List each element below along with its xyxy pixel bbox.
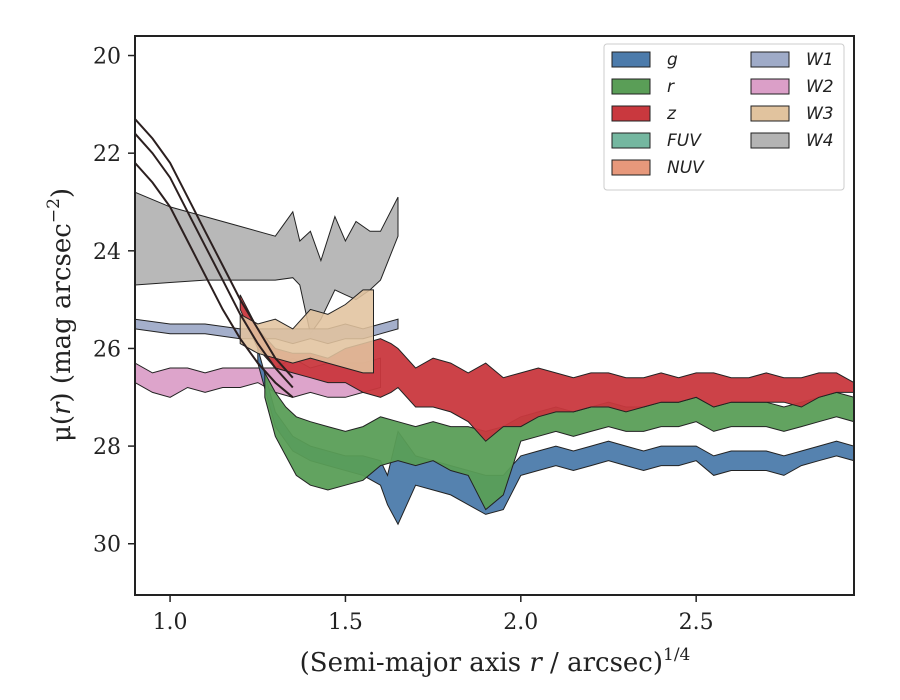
legend-label-fuv: FUV <box>667 131 702 151</box>
x-tick-label: 2.5 <box>679 610 714 635</box>
y-axis-label: μ(r) (mag arcsec−2) <box>44 188 77 442</box>
legend-swatch-w3 <box>751 106 789 121</box>
legend-label-w2: W2 <box>806 77 834 97</box>
x-tick-label: 1.5 <box>328 610 363 635</box>
legend-swatch-w4 <box>751 133 789 148</box>
y-tick-label: 22 <box>93 142 121 167</box>
x-axis-label: (Semi-major axis r / arcsec)1/4 <box>300 645 691 678</box>
legend-swatch-g <box>612 52 650 67</box>
legend-label-z: z <box>666 104 677 124</box>
legend-label-w1: W1 <box>806 50 834 70</box>
y-tick-label: 24 <box>93 240 121 265</box>
y-axis-ticks: 20 22 24 26 28 30 <box>93 45 135 558</box>
legend-swatch-w2 <box>751 79 789 94</box>
legend: grz FUV NUV W1 W2 W3 W4 <box>604 44 844 190</box>
x-tick-label: 2.0 <box>503 610 538 635</box>
y-tick-label: 26 <box>93 337 121 362</box>
x-axis-ticks: 1.0 1.5 2.0 2.5 <box>153 595 714 635</box>
legend-label-w3: W3 <box>806 104 834 124</box>
legend-swatch-nuv <box>612 160 650 175</box>
legend-swatch-r <box>612 79 650 94</box>
legend-label-nuv: NUV <box>667 158 705 178</box>
surface-brightness-bands <box>135 192 854 524</box>
y-tick-label: 30 <box>93 533 121 558</box>
y-tick-label: 20 <box>93 45 121 70</box>
legend-label-g: g <box>667 50 678 70</box>
legend-label-w4: W4 <box>806 131 834 151</box>
y-tick-label: 28 <box>93 435 121 460</box>
legend-swatch-z <box>612 106 650 121</box>
x-tick-label: 1.0 <box>153 610 188 635</box>
legend-label-r: r <box>667 77 675 97</box>
legend-swatch-fuv <box>612 133 650 148</box>
profile-figure: 1.0 1.5 2.0 2.5 20 22 24 26 28 30 grz FUV NUV W1 W2 W… <box>0 0 900 700</box>
legend-swatch-w1 <box>751 52 789 67</box>
